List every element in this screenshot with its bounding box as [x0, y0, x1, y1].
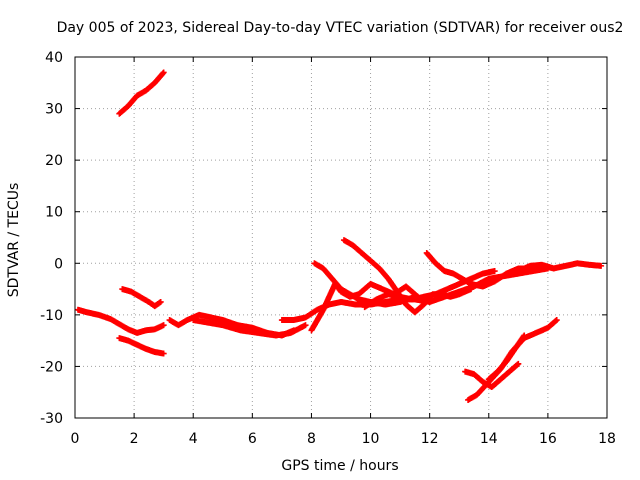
- data-point: [598, 262, 605, 269]
- y-tick-label: 10: [45, 205, 63, 221]
- y-tick-label: 20: [45, 153, 63, 169]
- data-point: [302, 322, 309, 329]
- data-point: [157, 298, 164, 305]
- y-tick-label: -30: [40, 411, 63, 427]
- y-tick-label: 30: [45, 102, 63, 118]
- data-point: [160, 350, 167, 357]
- data-point: [491, 268, 498, 275]
- y-tick-label: -20: [40, 359, 63, 375]
- series-arc-6: [190, 317, 309, 339]
- data-point: [521, 332, 528, 339]
- x-tick-label: 6: [248, 431, 257, 447]
- x-tick-label: 18: [598, 431, 616, 447]
- grid-lines: [75, 57, 607, 418]
- data-points: [74, 69, 605, 403]
- x-tick-label: 10: [362, 431, 380, 447]
- y-axis-label: SDTVAR / TECUs: [6, 183, 22, 298]
- data-point: [159, 70, 166, 77]
- series-arc-13: [503, 260, 605, 277]
- series-arc-1: [116, 69, 167, 117]
- x-tick-label: 8: [307, 431, 316, 447]
- x-tick-label: 16: [539, 431, 557, 447]
- series-arc-3: [119, 286, 164, 310]
- data-point: [160, 69, 167, 76]
- plot-frame: [74, 56, 608, 419]
- x-tick-label: 4: [189, 431, 198, 447]
- series-arc-2: [74, 306, 167, 336]
- x-tick-label: 12: [421, 431, 439, 447]
- axis-ticks: 0 2 4 6 8 10 12 14 16 18 -30 -20 -10 0 10 20 30 40: [40, 50, 616, 447]
- data-point: [553, 317, 560, 324]
- x-tick-label: 14: [480, 431, 498, 447]
- x-tick-label: 2: [130, 431, 139, 447]
- series-arc-15: [462, 360, 522, 391]
- data-point: [515, 360, 522, 367]
- series-arc-16: [485, 332, 528, 383]
- series-arc-4: [116, 335, 167, 357]
- series-arc-9: [311, 260, 418, 308]
- chart-title: Day 005 of 2023, Sidereal Day-to-day VTE…: [57, 20, 624, 36]
- data-point: [468, 286, 475, 293]
- x-axis-label: GPS time / hours: [281, 458, 398, 474]
- data-point: [160, 322, 167, 329]
- y-tick-label: 0: [54, 256, 63, 272]
- y-tick-label: -10: [40, 308, 63, 324]
- y-tick-label: 40: [45, 50, 63, 66]
- x-tick-label: 0: [71, 431, 80, 447]
